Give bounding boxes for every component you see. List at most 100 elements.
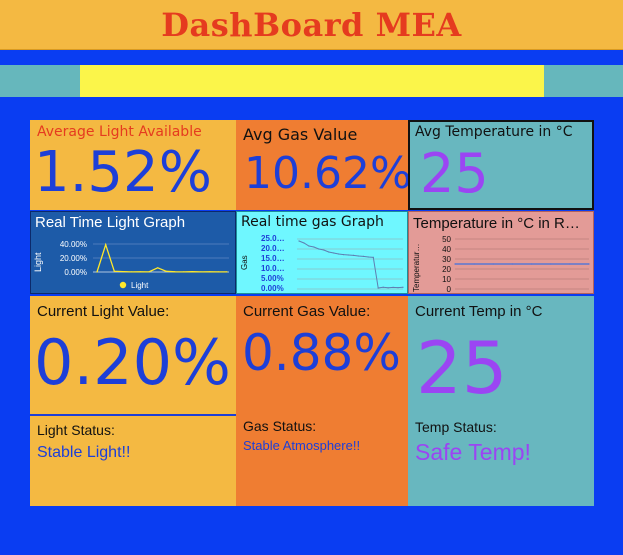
gas-ytick-6: 0.00% — [261, 284, 284, 293]
light-point-5 — [131, 271, 133, 273]
avg-gas-label: Avg Gas Value — [243, 125, 358, 144]
current-temp-value: 25 — [416, 326, 508, 410]
gas-point-6 — [323, 249, 325, 251]
light-point-3 — [113, 270, 115, 272]
gas-point-7 — [328, 251, 330, 253]
gas-ytick-1: 25.0… — [261, 234, 285, 243]
avg-light-label: Average Light Available — [37, 124, 202, 140]
gas-chart[interactable]: Gas 25.0… 20.0… 15.0… 10.0… 5.00% 0.00% — [237, 212, 409, 295]
gas-series-line — [298, 240, 404, 289]
temp-point-3 — [492, 263, 494, 265]
gas-status-tile: Gas Status: Stable Atmosphere!! — [236, 414, 408, 506]
gas-point-1 — [298, 240, 300, 242]
light-point-4 — [122, 271, 124, 273]
temp-status-tile: Temp Status: Safe Temp! — [408, 414, 594, 506]
light-point-10 — [174, 271, 176, 273]
avg-gas-tile: Avg Gas Value 10.62% — [236, 120, 412, 210]
current-gas-label: Current Gas Value: — [243, 303, 371, 320]
light-legend-label: Light — [131, 281, 149, 290]
temp-point-8 — [588, 263, 590, 265]
current-temp-label: Current Temp in °C — [415, 303, 543, 320]
gas-point-9 — [338, 253, 340, 255]
gas-point-16 — [372, 256, 374, 258]
light-status-value: Stable Light!! — [37, 444, 131, 461]
temp-point-7 — [569, 263, 571, 265]
temp-chart-tile[interactable]: Temperature in °C in R… Temperatur… 50 4… — [408, 211, 594, 294]
gas-ytick-2: 20.0… — [261, 244, 285, 253]
gas-ytick-3: 15.0… — [261, 254, 285, 263]
light-status-label: Light Status: — [37, 422, 115, 438]
current-light-value: 0.20% — [34, 326, 231, 399]
gas-point-18 — [382, 286, 384, 288]
light-ytick-3: 0.00% — [64, 268, 87, 277]
gas-chart-tile[interactable]: Real time gas Graph Gas 25.0… 20.0… 15.0… — [236, 211, 408, 294]
gas-point-2 — [303, 242, 305, 244]
temp-point-1 — [454, 263, 456, 265]
temp-ytick-5: 10 — [442, 275, 451, 284]
light-chart-title: Real Time Light Graph — [35, 214, 186, 231]
light-ylabel: Light — [33, 252, 43, 272]
gas-point-14 — [362, 255, 364, 257]
gas-point-20 — [392, 286, 394, 288]
temp-ytick-2: 40 — [442, 245, 451, 254]
temp-point-2 — [473, 263, 475, 265]
temp-point-6 — [550, 263, 552, 265]
light-ytick-2: 20.00% — [60, 254, 87, 263]
gas-point-17 — [377, 287, 379, 289]
light-point-9 — [165, 270, 167, 272]
temp-ylabel: Temperatur… — [412, 244, 421, 292]
light-chart-tile[interactable]: Real Time Light Graph Light 40.00% 20.00… — [30, 211, 236, 294]
light-chart[interactable]: Light 40.00% 20.00% 0.00% Light — [31, 212, 237, 295]
light-legend-marker — [119, 281, 127, 289]
gas-point-8 — [333, 252, 335, 254]
temp-yticks: 50 40 30 20 10 0 — [442, 235, 451, 294]
gas-point-10 — [343, 254, 345, 256]
light-point-8 — [157, 267, 159, 269]
current-temp-tile: Current Temp in °C 25 — [408, 296, 594, 414]
gas-status-label: Gas Status: — [243, 418, 317, 434]
avg-light-value: 1.52% — [34, 140, 212, 205]
gas-point-3 — [308, 245, 310, 247]
light-series-line — [96, 242, 227, 273]
light-point-7 — [148, 271, 150, 273]
current-gas-tile: Current Gas Value: 0.88% — [236, 296, 408, 414]
highlighted-cells[interactable] — [80, 65, 544, 97]
temp-point-4 — [511, 263, 513, 265]
temp-chart-title: Temperature in °C in R… — [413, 215, 580, 232]
light-point-1 — [96, 271, 98, 273]
light-ytick-1: 40.00% — [60, 240, 87, 249]
avg-temp-tile: Avg Temperature in °C 25 — [408, 120, 594, 210]
current-light-tile: Current Light Value: 0.20% — [30, 296, 236, 414]
gas-ytick-4: 10.0… — [261, 264, 285, 273]
gas-point-21 — [397, 287, 399, 289]
light-status-tile: Light Status: Stable Light!! — [30, 414, 236, 506]
dashboard-title: DashBoard MEA — [161, 6, 462, 44]
gas-chart-title: Real time gas Graph — [241, 214, 384, 230]
light-point-12 — [191, 271, 193, 273]
gas-point-13 — [357, 255, 359, 257]
light-point-6 — [139, 271, 141, 273]
current-gas-value: 0.88% — [242, 324, 401, 382]
temp-point-5 — [531, 263, 533, 265]
temp-status-label: Temp Status: — [415, 419, 497, 435]
temp-chart[interactable]: Temperatur… 50 40 30 20 10 0 — [409, 212, 595, 295]
gas-point-15 — [367, 256, 369, 258]
light-point-15 — [217, 271, 219, 273]
gas-point-4 — [313, 246, 315, 248]
gas-point-22 — [402, 286, 404, 288]
light-point-11 — [183, 271, 185, 273]
light-point-14 — [209, 271, 211, 273]
gas-point-19 — [387, 287, 389, 289]
gas-yticks: 25.0… 20.0… 15.0… 10.0… 5.00% 0.00% — [261, 234, 285, 293]
gas-point-5 — [318, 248, 320, 250]
gas-point-11 — [347, 254, 350, 256]
title-bar: DashBoard MEA — [0, 0, 623, 50]
gas-ytick-5: 5.00% — [261, 274, 284, 283]
temp-ytick-4: 20 — [442, 265, 451, 274]
light-point-13 — [200, 271, 202, 273]
temp-ytick-3: 30 — [442, 255, 451, 264]
temp-ytick-1: 50 — [442, 235, 451, 244]
avg-temp-value: 25 — [420, 142, 489, 205]
light-point-2 — [105, 244, 107, 246]
spacer-strip — [0, 51, 623, 65]
